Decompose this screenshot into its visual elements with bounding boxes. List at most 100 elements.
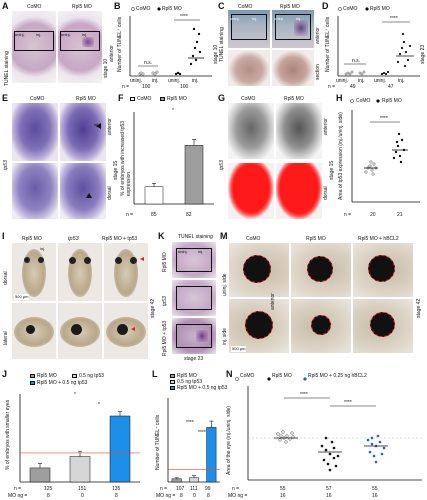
panel-n-mo-label: MO ng = [228, 493, 248, 499]
panel-m-row2: inj. side [222, 328, 228, 345]
panel-d-ylabel: Number of TUNEL⁺ cells [325, 16, 331, 72]
panel-m-photo-como-inj [229, 299, 289, 353]
panel-c-col1: CoMO [238, 4, 253, 10]
panel-e-photo-como-dorsal [12, 163, 58, 219]
panel-f-chart [133, 112, 214, 205]
panel-j-legend-2: 0.5 ng tp53 [79, 373, 105, 379]
panel-label-n: N [226, 369, 233, 379]
bar-3 [109, 415, 131, 483]
panel-m-photo-rpl5-inj [291, 299, 351, 353]
panel-g-col1: CoMO [241, 96, 256, 102]
panel-label-i: I [2, 231, 5, 241]
panel-d-n-label: n = [328, 84, 336, 90]
panel-j-chart [19, 394, 140, 483]
panel-h-ylabel: Area of tp53 expression (inj./uninj. sid… [338, 112, 344, 200]
panel-l-legend-3: Rpl5 MO + 0.5 ng tp53 [177, 385, 228, 391]
panel-i-row1: dorsal [3, 271, 9, 285]
panel-f-n-label: n = [126, 212, 134, 218]
panel-j-sig-2: * [98, 402, 100, 408]
panel-c-uninj-1: uninj. [230, 16, 240, 21]
panel-n-n-1: 55 [280, 486, 286, 492]
panel-i-stage: stage 42 [150, 298, 156, 318]
panel-j-legend-3: Rpl5 MO + 0.5 ng tp53 [37, 380, 88, 386]
panel-d-legend-1: CoMO [343, 6, 358, 12]
bar-3 [206, 427, 217, 483]
panel-j-legend-swatch-2 [72, 374, 77, 378]
panel-m-col1: CoMO [246, 236, 261, 242]
panel-l-ylabel: Number of TUNEL⁺ cells [155, 414, 161, 470]
panel-m-anterior: anterior [270, 293, 276, 310]
panel-l-n-label: n = [160, 486, 168, 492]
panel-label-e: E [2, 93, 9, 103]
panel-c-inj-1: inj. [252, 16, 258, 21]
panel-d-n-2: 47 [388, 84, 394, 90]
panel-i-photo-tp53-lateral [58, 303, 102, 359]
panel-b-sig-2: **** [180, 14, 188, 20]
panel-c-col2: Rpl5 MO [280, 4, 300, 10]
panel-f-legend-swatch-1 [130, 97, 135, 101]
panel-k-title: TUNEL staining [178, 234, 213, 240]
panel-label-l: L [152, 369, 158, 379]
panel-g-stage: stage 15 [329, 160, 335, 180]
panel-k-row3: Rpl5 MO + tp53 [162, 320, 168, 356]
panel-i-photo-tp53-dorsal [58, 243, 102, 301]
panel-e-photo-rpl5-anterior [60, 103, 106, 161]
panel-g-col2: Rpl5 MO [284, 96, 304, 102]
panel-g-photo-rpl5-gray [276, 103, 322, 159]
panel-g-gene: tp53 [219, 160, 225, 170]
panel-label-b: B [114, 1, 121, 11]
panel-e-photo-como-anterior [12, 103, 58, 161]
panel-d-sig-1: n.s. [352, 58, 361, 64]
panel-c-uninj-2: uninj. [274, 16, 284, 21]
panel-l-mo-2: 0 [193, 493, 196, 499]
panel-l-mo-label: MO ng = [156, 493, 176, 499]
panel-l-legend-1: Rpl5 MO [177, 373, 197, 379]
panel-label-c: C [218, 1, 225, 11]
panel-e-gene: tp53 [3, 160, 9, 170]
panel-l-legend-swatch-3 [170, 386, 175, 390]
panel-a-side-label: TUNEL staining [4, 51, 10, 86]
panel-i-col1: Rpl5 MO [22, 236, 42, 242]
panel-a-photo-como [12, 11, 56, 83]
panel-k-photo-combo [172, 318, 216, 354]
panel-k-inj: inj. [198, 249, 204, 254]
bar-2 [188, 477, 200, 483]
panel-g-photo-como-red [228, 163, 274, 219]
panel-j-n-3: 135 [112, 486, 121, 492]
panel-c-side-label: TUNEL staining [219, 27, 225, 62]
panel-l-mo-1: 8 [180, 493, 183, 499]
panel-j-mo-3: 8 [115, 493, 118, 499]
panel-n-points-como [274, 430, 298, 444]
panel-a-col2: Rpl5 MO [72, 4, 92, 10]
panel-d-xtick-2: inj. [358, 78, 365, 84]
panel-k-row2: tp53 [162, 296, 168, 306]
bar-2 [184, 145, 204, 205]
bar-2 [69, 456, 91, 483]
panel-k-photo-rpl5 [172, 242, 216, 278]
panel-l-sig-1: **** [186, 420, 194, 426]
panel-l-mo-3: 8 [207, 493, 210, 499]
panel-e-inj: inj. [94, 122, 100, 127]
panel-n-legend-3: Rpl5 MO + 0.25 ng hBCL2 [308, 373, 367, 379]
panel-m-photo-rpl5-uninj [291, 243, 351, 297]
panel-b-xtick-1: uninj. [130, 78, 142, 84]
panel-i-row2: lateral [3, 331, 9, 345]
panel-l-legend-2: 0.5 ng tp53 [177, 379, 203, 385]
panel-h-sig: **** [380, 116, 388, 122]
panel-i-col3: Rpl5 MO + tp53 [102, 236, 138, 242]
panel-l-chart [167, 398, 220, 483]
panel-a-inj-1: inj. [36, 32, 42, 37]
panel-n-points-rpl5 [318, 436, 342, 472]
panel-e-anterior: anterior [107, 118, 113, 135]
panel-l-legend-swatch-1 [170, 374, 175, 378]
panel-d-n-1: 49 [350, 84, 356, 90]
panel-d-sig-2: **** [390, 16, 398, 22]
panel-b-n-label: n = [122, 84, 130, 90]
panel-d-xtick-1: uninj. [336, 78, 348, 84]
panel-a-uninj-2: uninj. [61, 32, 71, 37]
panel-l-n-3: 99 [205, 486, 211, 492]
panel-h-points [364, 132, 408, 176]
panel-j-n-label: n = [14, 486, 22, 492]
bar-1 [144, 186, 164, 205]
panel-j-n-1: 125 [44, 486, 53, 492]
